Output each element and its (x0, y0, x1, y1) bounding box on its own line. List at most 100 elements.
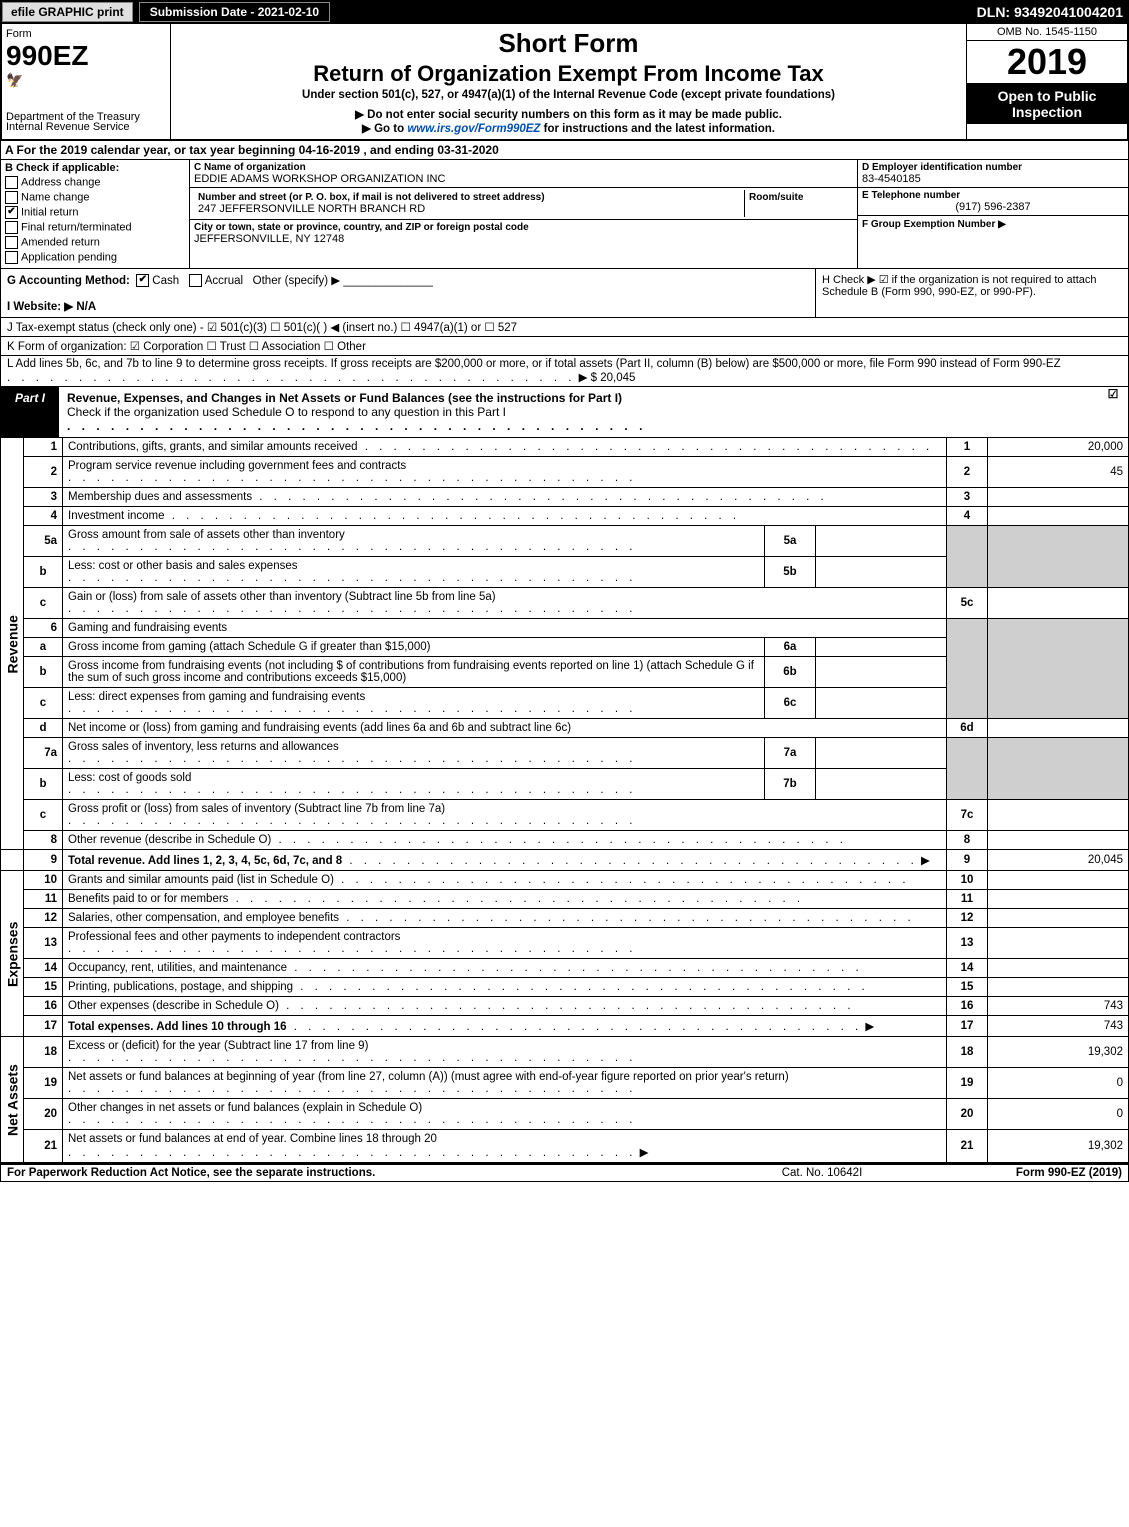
warning-1: ▶ Do not enter social security numbers o… (177, 107, 960, 121)
line-5b-num: b (24, 557, 63, 588)
line-4-num: 4 (24, 507, 63, 526)
chk-cash[interactable]: ✔ (136, 274, 149, 287)
line-7b-desc: Less: cost of goods sold (63, 769, 765, 800)
subtitle: Under section 501(c), 527, or 4947(a)(1)… (177, 89, 960, 101)
line-5a-desc: Gross amount from sale of assets other t… (63, 526, 765, 557)
line-11-ref: 11 (947, 890, 988, 909)
line-7c-ref: 7c (947, 800, 988, 831)
department-label: Department of the Treasury Internal Reve… (6, 111, 140, 135)
line-7c-desc: Gross profit or (loss) from sales of inv… (63, 800, 947, 831)
grey-cell (947, 738, 988, 800)
line-16-ref: 16 (947, 997, 988, 1016)
grey-cell (988, 619, 1129, 719)
line-9-num: 9 (24, 850, 63, 871)
column-def: D Employer identification number 83-4540… (858, 160, 1128, 268)
line-7c-num: c (24, 800, 63, 831)
open-public-label: Open to Public Inspection (967, 84, 1127, 124)
line-6a-desc: Gross income from gaming (attach Schedul… (63, 638, 765, 657)
line-6b-subval (816, 657, 947, 688)
chk-name-change[interactable]: Name change (5, 191, 185, 204)
line-4-desc: Investment income (63, 507, 947, 526)
g-accounting: G Accounting Method: ✔Cash Accrual Other… (1, 269, 815, 317)
grey-cell (947, 526, 988, 588)
line-7a-num: 7a (24, 738, 63, 769)
city-value: JEFFERSONVILLE, NY 12748 (194, 233, 853, 245)
line-1-desc: Contributions, gifts, grants, and simila… (63, 438, 947, 457)
group-exemption-label: F Group Exemption Number ▶ (862, 219, 1006, 230)
line-12-num: 12 (24, 909, 63, 928)
column-b-title: B Check if applicable: (5, 162, 185, 174)
street-label: Number and street (or P. O. box, if mail… (198, 192, 740, 203)
line-6b-subnum: 6b (765, 657, 816, 688)
line-16-desc: Other expenses (describe in Schedule O) (63, 997, 947, 1016)
dln-label: DLN: 93492041004201 (977, 4, 1129, 20)
line-6b-num: b (24, 657, 63, 688)
chk-final-return[interactable]: Final return/terminated (5, 221, 185, 234)
line-19-desc: Net assets or fund balances at beginning… (63, 1068, 947, 1099)
line-6c-desc: Less: direct expenses from gaming and fu… (63, 688, 765, 719)
line-14-num: 14 (24, 959, 63, 978)
netassets-section-label: Net Assets (1, 1037, 24, 1163)
seal-icon: 🦅 (6, 72, 166, 89)
line-21-desc: Net assets or fund balances at end of ye… (63, 1130, 947, 1163)
line-17-desc: Total expenses. Add lines 10 through 16 … (63, 1016, 947, 1037)
chk-accrual[interactable] (189, 274, 202, 287)
line-7a-desc: Gross sales of inventory, less returns a… (63, 738, 765, 769)
line-11-num: 11 (24, 890, 63, 909)
line-18-val: 19,302 (988, 1037, 1129, 1068)
chk-address-change[interactable]: Address change (5, 176, 185, 189)
h-schedule-b: H Check ▶ ☑ if the organization is not r… (815, 269, 1128, 317)
i-website: I Website: ▶ N/A (7, 301, 96, 313)
part1-checkbox[interactable]: ☑ (1098, 387, 1128, 437)
line-6a-subval (816, 638, 947, 657)
line-16-val: 743 (988, 997, 1129, 1016)
line-10-desc: Grants and similar amounts paid (list in… (63, 871, 947, 890)
line-6-num: 6 (24, 619, 63, 638)
line-5c-num: c (24, 588, 63, 619)
line-7b-num: b (24, 769, 63, 800)
line-6a-num: a (24, 638, 63, 657)
line-13-num: 13 (24, 928, 63, 959)
part1-title: Revenue, Expenses, and Changes in Net As… (59, 387, 1098, 437)
line-17-val: 743 (988, 1016, 1129, 1037)
chk-initial-return[interactable]: ✔Initial return (5, 206, 185, 219)
line-3-ref: 3 (947, 488, 988, 507)
top-bar: efile GRAPHIC print Submission Date - 20… (0, 0, 1129, 24)
line-12-desc: Salaries, other compensation, and employ… (63, 909, 947, 928)
line-9-ref: 9 (947, 850, 988, 871)
gh-row: G Accounting Method: ✔Cash Accrual Other… (0, 269, 1129, 318)
line-15-ref: 15 (947, 978, 988, 997)
line-18-ref: 18 (947, 1037, 988, 1068)
submission-date-label: Submission Date - 2021-02-10 (139, 2, 330, 22)
line-12-val (988, 909, 1129, 928)
line-14-ref: 14 (947, 959, 988, 978)
line-18-desc: Excess or (deficit) for the year (Subtra… (63, 1037, 947, 1068)
line-19-ref: 19 (947, 1068, 988, 1099)
chk-amended-return[interactable]: Amended return (5, 236, 185, 249)
line-13-desc: Professional fees and other payments to … (63, 928, 947, 959)
line-15-num: 15 (24, 978, 63, 997)
line-5b-desc: Less: cost or other basis and sales expe… (63, 557, 765, 588)
line-5a-subval (816, 526, 947, 557)
part1-header: Part I Revenue, Expenses, and Changes in… (0, 387, 1129, 438)
line-2-ref: 2 (947, 457, 988, 488)
chk-application-pending[interactable]: Application pending (5, 251, 185, 264)
irs-link[interactable]: www.irs.gov/Form990EZ (407, 123, 540, 135)
line-10-num: 10 (24, 871, 63, 890)
line-8-val (988, 831, 1129, 850)
line-10-val (988, 871, 1129, 890)
warning-2: ▶ Go to www.irs.gov/Form990EZ for instru… (177, 121, 960, 135)
line-13-ref: 13 (947, 928, 988, 959)
header-right: OMB No. 1545-1150 2019 Open to Public In… (966, 24, 1127, 139)
room-label: Room/suite (749, 192, 849, 203)
form-label: Form (6, 28, 166, 40)
line-5b-subval (816, 557, 947, 588)
line-1-val: 20,000 (988, 438, 1129, 457)
revenue-section-label: Revenue (1, 438, 24, 850)
tax-year: 2019 (967, 41, 1127, 84)
efile-print-button[interactable]: efile GRAPHIC print (2, 2, 133, 22)
line-6c-num: c (24, 688, 63, 719)
column-c: C Name of organization EDDIE ADAMS WORKS… (190, 160, 858, 268)
line-14-desc: Occupancy, rent, utilities, and maintena… (63, 959, 947, 978)
line-11-desc: Benefits paid to or for members (63, 890, 947, 909)
